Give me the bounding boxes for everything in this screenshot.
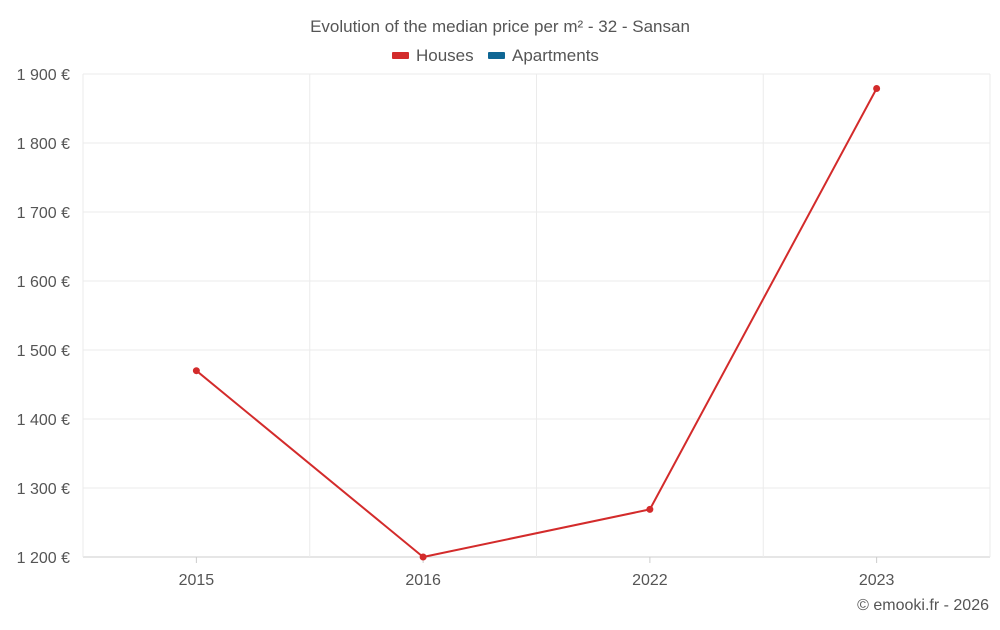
x-axis: 2015 2016 2022 2023 (179, 557, 895, 589)
x-tick-label: 2016 (405, 572, 441, 589)
legend-label-houses: Houses (416, 46, 474, 65)
legend-item-houses[interactable]: Houses (392, 46, 474, 65)
y-tick-label: 1 900 € (17, 67, 70, 84)
legend-item-apartments[interactable]: Apartments (488, 46, 599, 65)
credit-text: © emooki.fr - 2026 (857, 597, 989, 614)
y-tick-label: 1 700 € (17, 205, 70, 222)
legend-swatch-houses (392, 52, 409, 59)
y-tick-label: 1 200 € (17, 550, 70, 567)
grid (82, 73, 991, 558)
series-layer (192, 84, 881, 561)
legend-label-apartments: Apartments (512, 46, 599, 65)
series-line-houses (195, 88, 878, 558)
x-tick-label: 2015 (179, 572, 215, 589)
y-tick-label: 1 500 € (17, 343, 70, 360)
x-tick-label: 2023 (859, 572, 895, 589)
y-tick-label: 1 600 € (17, 274, 70, 291)
y-axis: 1 200 € 1 300 € 1 400 € 1 500 € 1 600 € 1 700… (17, 67, 70, 567)
chart-title: Evolution of the median price per m² - 3… (310, 17, 690, 36)
data-point-houses-2015[interactable] (192, 367, 200, 375)
y-tick-label: 1 800 € (17, 136, 70, 153)
data-point-houses-2016[interactable] (419, 553, 427, 561)
legend-swatch-apartments (488, 52, 505, 59)
x-tick-label: 2022 (632, 572, 668, 589)
y-tick-label: 1 400 € (17, 412, 70, 429)
legend: Houses Apartments (392, 46, 599, 65)
data-point-houses-2022[interactable] (646, 505, 654, 513)
y-tick-label: 1 300 € (17, 481, 70, 498)
data-point-houses-2023[interactable] (873, 84, 881, 92)
